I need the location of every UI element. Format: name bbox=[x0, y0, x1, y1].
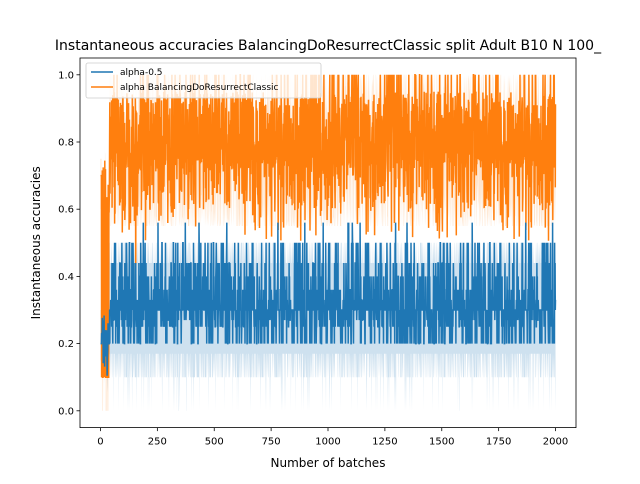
x-axis: 0 250 500 750 1000 1250 1500 1750 2000 bbox=[97, 427, 568, 448]
x-tick-label: 1500 bbox=[429, 437, 454, 448]
x-tick-label: 1000 bbox=[315, 437, 340, 448]
x-tick-label: 500 bbox=[205, 437, 224, 448]
x-tick-label: 1750 bbox=[486, 437, 511, 448]
x-tick-label: 250 bbox=[148, 437, 167, 448]
x-tick-label: 0 bbox=[97, 437, 103, 448]
plot-area bbox=[100, 74, 557, 411]
series-line-alpha-balancing bbox=[100, 74, 557, 378]
x-tick-label: 1250 bbox=[372, 437, 397, 448]
y-tick-label: 0.4 bbox=[58, 272, 74, 283]
x-tick-label: 2000 bbox=[543, 437, 568, 448]
legend-label: alpha BalancingDoResurrectClassic bbox=[120, 83, 279, 93]
y-tick-label: 0.0 bbox=[58, 406, 74, 417]
y-axis-label: Instantaneous accuracies bbox=[29, 166, 43, 319]
y-axis: 0.0 0.2 0.4 0.6 0.8 1.0 bbox=[58, 70, 80, 417]
legend-label: alpha-0.5 bbox=[120, 68, 163, 78]
chart-title: Instantaneous accuracies BalancingDoResu… bbox=[55, 38, 602, 54]
x-tick-label: 750 bbox=[262, 437, 281, 448]
y-tick-label: 0.8 bbox=[58, 138, 74, 149]
series-line-alpha-0-5 bbox=[100, 222, 557, 376]
y-tick-label: 0.6 bbox=[58, 205, 74, 216]
y-tick-label: 1.0 bbox=[58, 70, 74, 81]
y-tick-label: 0.2 bbox=[58, 339, 74, 350]
x-axis-label: Number of batches bbox=[271, 456, 386, 470]
legend-box bbox=[85, 62, 322, 99]
legend: alpha-0.5 alpha BalancingDoResurrectClass… bbox=[85, 62, 322, 99]
